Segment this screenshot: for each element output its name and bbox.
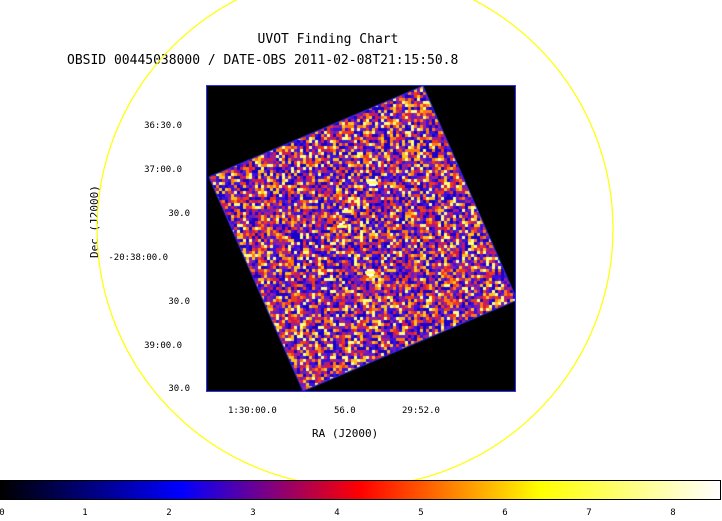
colorbar-tick-label: 7 [586,508,592,518]
y-tick-label: 30.0 [168,297,190,307]
chart-subtitle: OBSID 00445038000 / DATE-OBS 2011-02-08T… [67,53,459,68]
y-tick-label: 30.0 [168,384,190,394]
y-tick-label: 39:00.0 [144,341,182,351]
x-tick-label: 29:52.0 [402,406,440,416]
y-axis-label: Dec (J2000) [88,185,101,258]
x-tick-label: 56.0 [334,406,356,416]
colorbar-tick-label: 2 [166,508,172,518]
colorbar-tick-label: 1 [82,508,88,518]
colorbar-tick-label: 3 [250,508,256,518]
chart-title: UVOT Finding Chart [257,32,399,47]
colorbar-tick-label: 4 [334,508,340,518]
image-panel [206,85,516,392]
colorbar-tick-label: 8 [670,508,676,518]
colorbar-tick-label: 5 [418,508,424,518]
x-tick-label: 1:30:00.0 [228,406,277,416]
colorbar [0,480,721,500]
colorbar-tick-label: 6 [502,508,508,518]
uvot-image [207,86,515,391]
colorbar-tick-label: 0 [0,508,5,518]
y-tick-label: 30.0 [168,209,190,219]
x-axis-label: RA (J2000) [312,427,379,440]
y-tick-label: 37:00.0 [144,165,182,175]
y-tick-label: -20:38:00.0 [108,253,168,263]
y-tick-label: 36:30.0 [144,121,182,131]
